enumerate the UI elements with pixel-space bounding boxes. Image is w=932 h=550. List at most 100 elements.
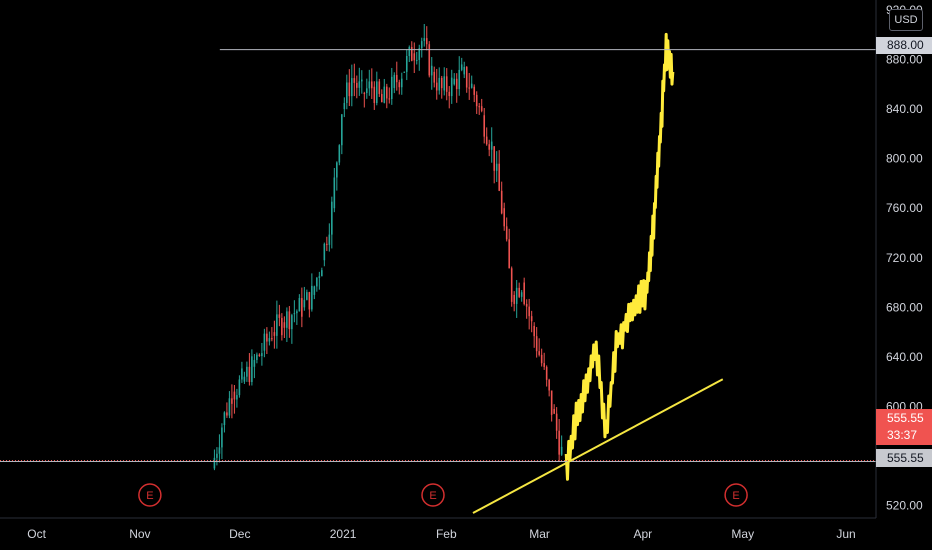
candle-body xyxy=(313,286,316,295)
candle-body xyxy=(281,317,283,336)
earnings-marker[interactable] xyxy=(421,483,445,507)
projection-line xyxy=(564,32,675,481)
candle-body xyxy=(388,98,391,100)
candle-body xyxy=(450,77,453,97)
candle-body xyxy=(525,303,528,307)
candle-body xyxy=(241,368,243,380)
candle-body xyxy=(403,71,406,73)
candle-body xyxy=(288,311,291,330)
candle-body xyxy=(463,66,466,75)
candle-body xyxy=(385,86,388,99)
candle-body xyxy=(243,376,246,382)
earnings-marker-letter: E xyxy=(146,490,153,502)
candle-body xyxy=(303,299,306,308)
candle-body xyxy=(545,366,548,380)
candle-body xyxy=(358,81,361,88)
candle-body xyxy=(443,76,446,91)
candle-body xyxy=(278,314,281,318)
candle-body xyxy=(460,64,463,70)
candle-body xyxy=(405,55,408,72)
candle-body xyxy=(221,427,223,448)
candle-body xyxy=(293,313,296,315)
candle-body xyxy=(530,316,533,322)
candle-body xyxy=(346,82,348,103)
candle-body xyxy=(301,298,303,317)
last-price-value: 555.55 xyxy=(887,411,924,425)
candle-body xyxy=(311,285,313,310)
candle-body xyxy=(263,333,266,351)
candle-body xyxy=(430,65,433,76)
candle-body xyxy=(498,163,501,191)
candle-body xyxy=(485,136,488,145)
candle-body xyxy=(400,78,403,88)
candle-body xyxy=(341,114,343,146)
candle-body xyxy=(348,82,351,97)
candle-body xyxy=(528,306,530,317)
candle-body xyxy=(483,115,486,137)
candle-body xyxy=(465,66,468,88)
candle-body xyxy=(273,332,276,336)
candle-body xyxy=(423,38,426,41)
candle-body xyxy=(515,287,518,304)
support-price-label: 555.55 xyxy=(876,449,932,467)
earnings-marker[interactable] xyxy=(138,483,162,507)
candle-body xyxy=(213,457,216,469)
candle-body xyxy=(503,208,505,227)
candle-body xyxy=(216,453,218,458)
candle-body xyxy=(378,81,381,95)
time-tick-label: Dec xyxy=(229,527,250,541)
candle-body xyxy=(308,292,311,310)
projection-path xyxy=(564,32,675,481)
candle-body xyxy=(513,294,515,304)
candle-body xyxy=(520,292,523,297)
candle-body xyxy=(266,333,268,342)
candle-body xyxy=(495,163,498,171)
time-tick-label: Nov xyxy=(129,527,150,541)
resistance-price-label: 888.00 xyxy=(876,37,932,54)
candle-body xyxy=(418,48,421,60)
candle-body xyxy=(366,88,368,94)
candle-body xyxy=(256,354,258,360)
candle-body xyxy=(448,91,451,97)
candle-body xyxy=(473,86,476,95)
candle-body xyxy=(323,243,326,261)
candle-body xyxy=(233,391,236,400)
candle-body xyxy=(540,354,543,364)
candle-body xyxy=(223,412,226,426)
candle-body xyxy=(475,94,478,107)
candle-body xyxy=(283,322,286,328)
candle-body xyxy=(543,363,545,367)
candle-body xyxy=(321,270,323,277)
candle-body xyxy=(333,177,336,209)
candle-body xyxy=(343,102,346,110)
earnings-marker-letter: E xyxy=(732,490,739,502)
candle-body xyxy=(470,83,473,88)
candle-body xyxy=(336,162,338,178)
candle-body xyxy=(268,338,271,342)
candle-body xyxy=(361,79,363,82)
time-tick-label: May xyxy=(731,527,754,541)
price-tick-label: 720.00 xyxy=(886,251,923,265)
candle-body xyxy=(478,106,481,108)
price-tick-label: 520.00 xyxy=(886,499,923,513)
candle-body xyxy=(408,47,411,56)
candle-body xyxy=(363,92,366,94)
candle-body xyxy=(351,78,353,97)
earnings-marker[interactable] xyxy=(724,483,748,507)
candle-body xyxy=(236,395,238,400)
candle-body xyxy=(393,74,396,88)
candle-body xyxy=(480,106,483,111)
candle-body xyxy=(226,412,228,416)
candle-body xyxy=(331,201,333,235)
time-tick-label: 2021 xyxy=(330,527,357,541)
candle-body xyxy=(228,398,231,416)
candle-body xyxy=(435,82,438,91)
time-axis[interactable]: Oct Nov Dec 2021 Feb Mar Apr May Jun xyxy=(27,527,855,541)
candle-body xyxy=(231,398,233,404)
currency-badge[interactable]: USD xyxy=(889,9,923,31)
time-tick-label: Feb xyxy=(436,527,457,541)
candle-body xyxy=(238,379,241,396)
time-tick-label: Apr xyxy=(634,527,653,541)
